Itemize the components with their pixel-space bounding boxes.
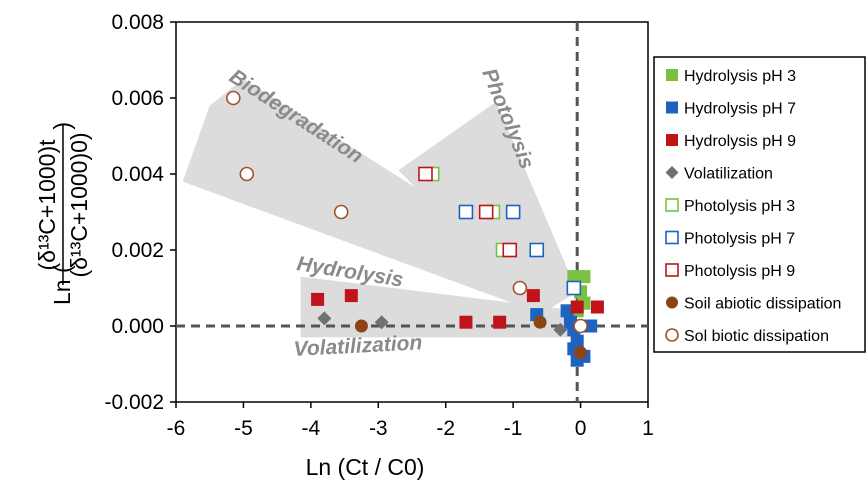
y-axis-title-suffix: ) (49, 122, 75, 130)
legend-marker (666, 296, 678, 309)
x-axis-ticks: -6 -5 -4 -3 -2 -1 0 1 (167, 402, 654, 440)
legend-label: Soil abiotic dissipation (684, 296, 841, 313)
legend-marker (665, 263, 679, 277)
x-tick-label: -2 (436, 417, 455, 440)
legend-marker (665, 328, 679, 342)
legend: Hydrolysis pH 3 Hydrolysis pH 7 Hydrolysis… (653, 56, 866, 353)
legend-marker (665, 198, 679, 212)
legend-entry: Hydrolysis pH 7 (666, 101, 796, 118)
region-volatilization (300, 326, 578, 338)
legend-entry: Volatilization (665, 166, 773, 183)
plot-area-border (175, 21, 649, 403)
data-point (458, 204, 474, 220)
y-tick-label: 0.004 (111, 163, 164, 186)
data-point (478, 204, 494, 220)
x-tick-label: 1 (642, 417, 654, 440)
data-point (553, 322, 568, 337)
legend-marker (666, 101, 678, 114)
data-point (505, 204, 521, 220)
region-biodegradation (182, 79, 557, 311)
legend-marker (665, 166, 679, 179)
data-point (354, 319, 368, 333)
data-point (566, 280, 582, 296)
series-hydrolysis-ph-9 (311, 289, 604, 329)
data-point (590, 300, 604, 314)
data-point (574, 346, 588, 360)
data-point (533, 315, 547, 329)
legend-marker (666, 134, 678, 146)
legend-entry: Photolysis pH 3 (665, 198, 795, 215)
y-tick-label: 0.008 (111, 11, 164, 34)
data-point (512, 280, 528, 296)
data-point (344, 289, 358, 303)
series-volatilization (317, 311, 568, 337)
data-point (570, 300, 584, 314)
x-axis-title: Ln (Ct / C0) (306, 454, 425, 480)
x-tick-label: -1 (504, 417, 523, 440)
data-point (317, 311, 332, 326)
y-axis-title-denominator: (δ¹³C+1000)0) (66, 132, 92, 277)
legend-entry: Sol biotic dissipation (665, 328, 829, 345)
legend-entry: Photolysis pH 7 (665, 230, 795, 248)
y-tick-label: -0.002 (104, 391, 164, 414)
y-axis-title-numerator: (δ¹³C+1000)t (34, 139, 60, 271)
y-tick-label: 0.006 (111, 87, 164, 110)
x-tick-label: -4 (302, 417, 321, 440)
data-point (577, 270, 591, 284)
data-point (239, 166, 255, 182)
legend-box (653, 56, 866, 353)
data-point (584, 319, 598, 333)
data-point (418, 166, 433, 182)
x-tick-label: -6 (167, 417, 186, 440)
data-point (374, 315, 389, 330)
series-sol-biotic-dissipation (226, 90, 588, 334)
data-point (573, 318, 588, 334)
data-point (459, 315, 473, 329)
data-point (493, 315, 507, 329)
legend-marker (665, 230, 679, 245)
legend-entry: Soil abiotic dissipation (666, 296, 841, 313)
legend-entry: Hydrolysis pH 9 (666, 133, 796, 150)
y-tick-label: 0.000 (111, 315, 164, 338)
series-photolysis-ph-9 (418, 166, 518, 258)
legend-marker (666, 69, 678, 81)
region-hydrolysis (300, 276, 578, 330)
data-point (567, 270, 581, 284)
series-soil-abiotic-dissipation (354, 315, 588, 360)
data-points (226, 90, 604, 367)
legend-label: Hydrolysis pH 9 (684, 133, 796, 150)
legend-label: Hydrolysis pH 7 (684, 101, 796, 118)
legend-label: Photolysis pH 9 (684, 263, 795, 280)
legend-label: Volatilization (684, 166, 773, 183)
legend-label: Photolysis pH 7 (684, 231, 795, 248)
data-point (333, 204, 349, 220)
y-axis-title-prefix: Ln ( (49, 265, 75, 305)
data-point (502, 242, 518, 258)
data-point (526, 289, 540, 303)
y-axis-ticks: -0.002 0.000 0.002 0.004 0.006 0.008 (104, 11, 176, 414)
data-point (226, 90, 241, 106)
data-point (529, 242, 545, 258)
series-photolysis-ph-7 (458, 204, 582, 296)
legend-entry: Photolysis pH 9 (665, 263, 795, 280)
y-axis-title: Ln ( (δ¹³C+1000)t (δ¹³C+1000)0) ) (34, 122, 92, 305)
x-tick-label: 0 (575, 417, 587, 440)
legend-entry: Hydrolysis pH 3 (666, 68, 796, 85)
data-point (560, 304, 574, 318)
x-tick-label: -5 (234, 417, 253, 440)
legend-label: Sol biotic dissipation (684, 328, 829, 345)
legend-label: Photolysis pH 3 (684, 198, 795, 215)
y-tick-label: 0.002 (111, 239, 164, 262)
data-point (311, 292, 325, 306)
legend-label: Hydrolysis pH 3 (684, 68, 796, 85)
x-tick-label: -3 (369, 417, 388, 440)
